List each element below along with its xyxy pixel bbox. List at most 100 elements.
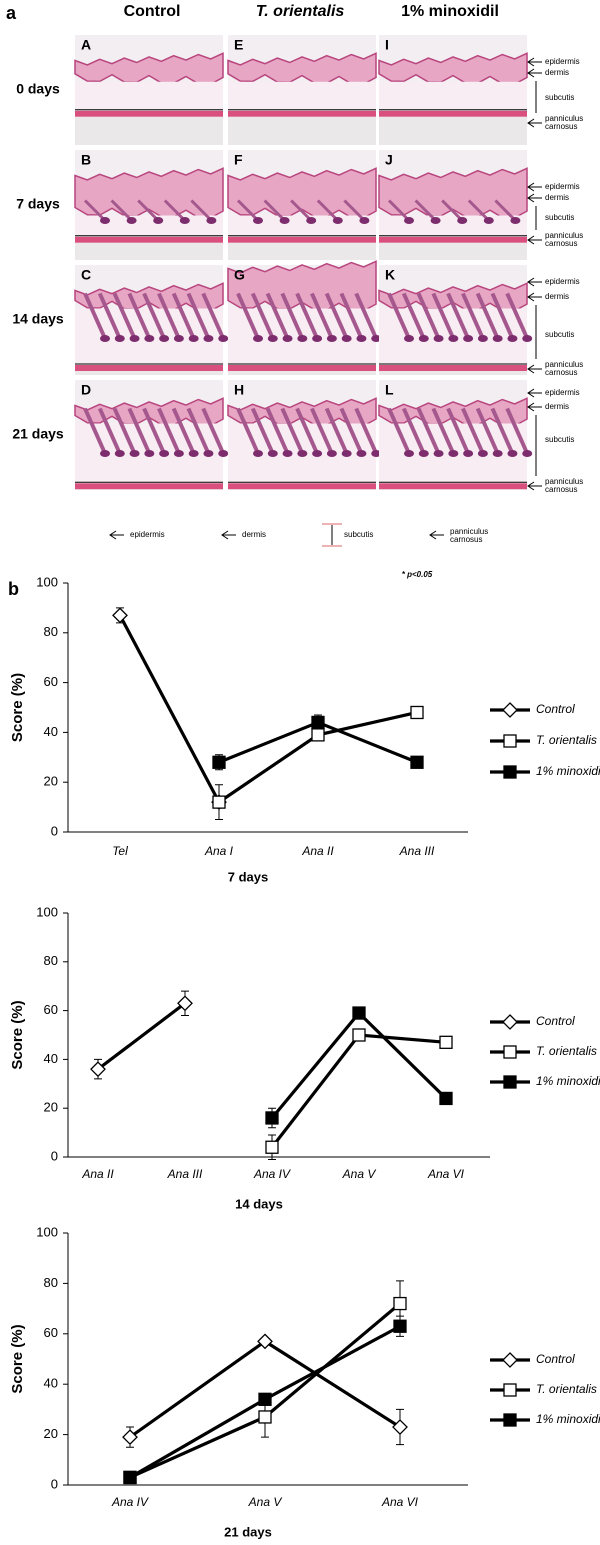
follicle-bulb [297,335,308,342]
follicle-bulb [430,217,441,224]
panel-lower [75,371,223,375]
panel-label: b [8,579,19,599]
follicle-bulb [463,335,474,342]
arrow [527,68,542,78]
follicle-bulb [279,217,290,224]
legend-label: 1% minoxidil [536,764,600,778]
panel-letter: J [385,152,393,168]
follicle [142,407,166,455]
legend-label: panniculus carnosus [450,527,489,544]
arrow [527,57,542,67]
follicle [387,199,411,222]
layer-label: dermis [545,292,570,301]
y-tick-label: 80 [44,1275,58,1290]
follicle-bulb [492,450,503,457]
follicle [265,292,290,340]
column-header: 1% minoxidil [401,3,499,20]
arrow [527,402,542,412]
follicle [201,407,226,455]
follicle-bulb [433,335,444,342]
panel-letter: G [234,267,245,283]
follicle [290,199,313,222]
marker [352,1028,366,1042]
follicle [387,292,411,340]
series-line [270,1033,447,1149]
follicle-bulb [371,335,382,342]
marker [503,734,517,748]
x-tick-label: Ana II [81,1167,114,1181]
layer-label: subcutis [545,330,575,339]
layer-label: dermis [545,68,570,77]
follicle-bulb [282,335,293,342]
x-tick-label: Ana VI [381,1495,419,1509]
dermis-band [227,167,377,219]
y-tick-label: 60 [44,1325,58,1340]
marker [311,715,325,730]
y-tick-label: 0 [51,1148,58,1163]
histology-image [74,380,229,490]
follicle-bulb [371,450,382,457]
legend-label: T. orientalis [536,733,597,747]
follicle [401,292,426,340]
legend-label: Control [536,1352,575,1366]
marker [258,1410,272,1424]
arrow [109,530,124,540]
follicle [494,199,517,222]
follicle [324,292,349,340]
legend-label: 1% minoxidil [536,1412,600,1426]
layer-label: epidermis [545,277,580,286]
follicle [467,199,490,222]
marker [439,1035,453,1049]
arrow [527,388,542,398]
follicle-bulb [206,217,217,224]
panel-lower [379,371,527,375]
follicle [186,292,211,340]
dermis-band [227,52,377,85]
follicle [112,407,137,455]
legend-label: Control [536,1014,575,1028]
subcutis [75,215,223,236]
follicle [250,407,275,455]
marker [502,702,518,718]
layer-label: subcutis [545,213,575,222]
follicle-bulb [144,335,155,342]
follicle-bulb [144,450,155,457]
subcutis [228,81,376,110]
panel-lower [228,242,376,260]
follicle-bulb [477,335,488,342]
row-label: 14 days [12,311,64,327]
follicle-bulb [356,450,367,457]
arrow [527,235,542,245]
panel-letter: C [81,267,91,283]
subcutis [379,81,527,110]
follicle [324,407,349,455]
marker [258,1392,272,1406]
x-tick-label: Ana IV [253,1167,291,1181]
follicle [505,407,530,455]
y-tick-label: 100 [36,1224,58,1239]
follicle-bulb [404,335,414,342]
histology-image [378,150,528,260]
panniculus [228,110,376,117]
panniculus [75,483,223,490]
follicle-bulb [253,450,263,457]
y-tick-label: 40 [44,724,58,739]
panel-letter: D [81,382,91,398]
follicle [280,292,305,340]
follicle [401,407,426,455]
legend-label: T. orientalis [536,1382,597,1396]
y-tick-label: 100 [36,574,58,589]
follicle-bulb [114,335,125,342]
follicle [441,199,464,222]
dermis-band [378,52,528,85]
layer-label: panniculus carnosus [545,231,584,248]
series-line [97,1002,186,1071]
layer-label: subcutis [545,93,575,102]
series-line [118,614,221,803]
y-tick-label: 20 [44,1426,58,1441]
panniculus [379,365,527,371]
follicle-bulb [448,450,459,457]
chart: 0 20 40 60 80 100 Ana II Ana III Ana IV Ana V Ana … [9,904,600,1211]
follicle-bulb [418,450,429,457]
follicle [97,292,122,340]
